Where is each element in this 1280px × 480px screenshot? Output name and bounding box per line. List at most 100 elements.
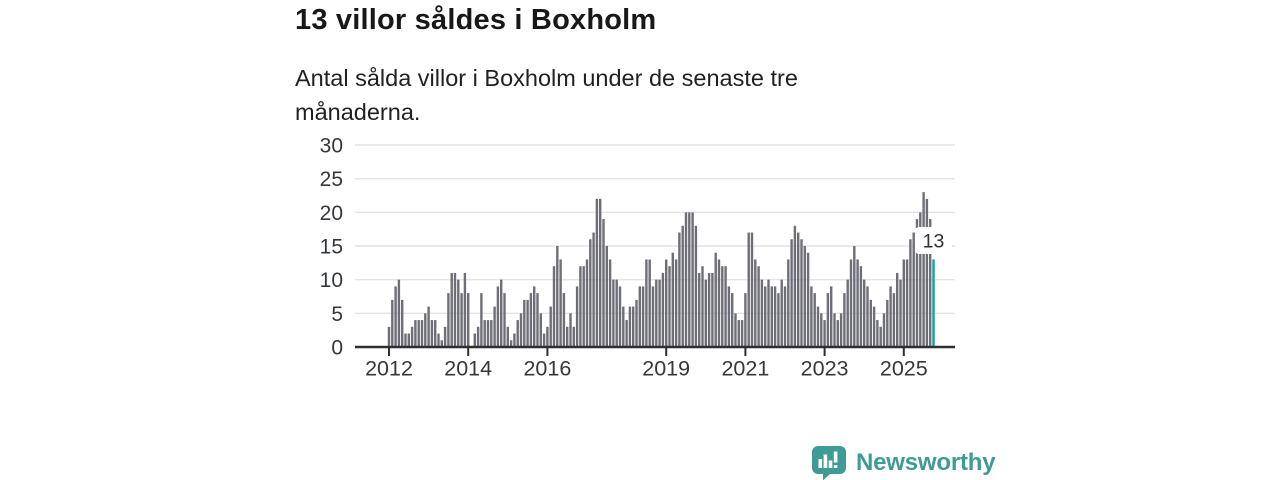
bar — [707, 272, 711, 347]
bar — [500, 279, 503, 347]
bar — [665, 259, 668, 347]
page-title: 13 villor såldes i Boxholm — [295, 4, 657, 36]
bar — [655, 279, 658, 347]
bar — [579, 266, 582, 347]
bar — [721, 266, 724, 347]
bar — [856, 259, 859, 347]
bar — [559, 259, 562, 347]
bar — [453, 272, 457, 347]
bar — [632, 306, 635, 347]
bar — [869, 299, 872, 347]
bar — [701, 266, 704, 347]
bar — [572, 326, 575, 347]
bar — [830, 286, 833, 347]
bar — [684, 212, 688, 347]
bar — [777, 293, 780, 347]
bar — [585, 259, 589, 347]
bar — [886, 299, 889, 347]
bar — [797, 232, 800, 347]
bar — [919, 212, 922, 347]
bar — [922, 192, 925, 347]
bar — [618, 286, 622, 347]
bar — [582, 266, 585, 347]
bar — [523, 299, 526, 347]
bar — [889, 286, 892, 347]
bar — [556, 246, 559, 347]
bar — [638, 286, 641, 347]
bar — [496, 286, 500, 347]
logo-exclamation-bar — [833, 451, 838, 463]
bar — [816, 306, 820, 347]
bar — [668, 266, 671, 347]
bar — [410, 326, 414, 347]
bar — [892, 293, 896, 347]
bar — [549, 306, 552, 347]
bar — [539, 313, 542, 347]
bar — [463, 272, 467, 347]
bar — [661, 272, 665, 347]
bar — [698, 272, 701, 347]
bar — [863, 279, 866, 347]
bar — [727, 286, 731, 347]
bar — [711, 272, 714, 347]
logo-exclamation-dot — [833, 465, 838, 468]
bar — [562, 293, 566, 347]
bar — [397, 279, 401, 347]
bar — [899, 279, 902, 347]
bar — [509, 340, 513, 347]
bar — [750, 232, 754, 347]
bar — [737, 320, 740, 347]
bar — [836, 320, 839, 347]
bar — [546, 326, 549, 347]
bar — [882, 313, 886, 347]
bar — [853, 246, 856, 347]
bar — [843, 293, 846, 347]
bar — [394, 286, 397, 347]
newsworthy-logo-icon — [812, 446, 846, 480]
value-callout-box — [915, 227, 952, 254]
chart-area: 0 5 10 15 20 25 30 2012 2014 2016 2019 2021 2023 2025… — [300, 131, 970, 393]
bar — [417, 320, 420, 347]
bar — [681, 225, 684, 347]
bar — [760, 279, 764, 347]
bar — [608, 259, 612, 347]
bar — [437, 333, 440, 347]
bar — [929, 219, 932, 347]
bar — [912, 232, 915, 347]
x-axis-tick-label: 2023 — [801, 357, 849, 381]
bar — [896, 272, 899, 347]
bar — [671, 252, 674, 347]
bar — [519, 313, 523, 347]
bar — [592, 232, 595, 347]
bar — [516, 320, 519, 347]
bar — [754, 259, 757, 347]
bar — [599, 198, 602, 347]
x-axis-tick-label: 2021 — [721, 357, 769, 381]
bar — [793, 225, 797, 347]
bar — [483, 320, 486, 347]
bar — [427, 306, 430, 347]
bar — [810, 286, 813, 347]
bar — [905, 259, 909, 347]
bar — [826, 293, 830, 347]
bar — [800, 239, 803, 347]
bar — [724, 266, 727, 347]
bar — [823, 320, 826, 347]
bar — [387, 326, 391, 347]
bar — [414, 320, 417, 347]
x-axis-tick-label: 2016 — [523, 357, 571, 381]
bar — [605, 246, 608, 347]
bar — [542, 333, 546, 347]
y-axis-tick-label: 15 — [320, 236, 343, 259]
bar — [833, 313, 836, 347]
bar — [450, 272, 453, 347]
bar — [658, 279, 661, 347]
bar — [434, 320, 437, 347]
bar — [595, 198, 599, 347]
bar — [770, 286, 773, 347]
bar — [790, 239, 793, 347]
bar — [678, 232, 681, 347]
bar — [480, 293, 483, 347]
brand-footer: Newsworthy — [811, 444, 996, 480]
